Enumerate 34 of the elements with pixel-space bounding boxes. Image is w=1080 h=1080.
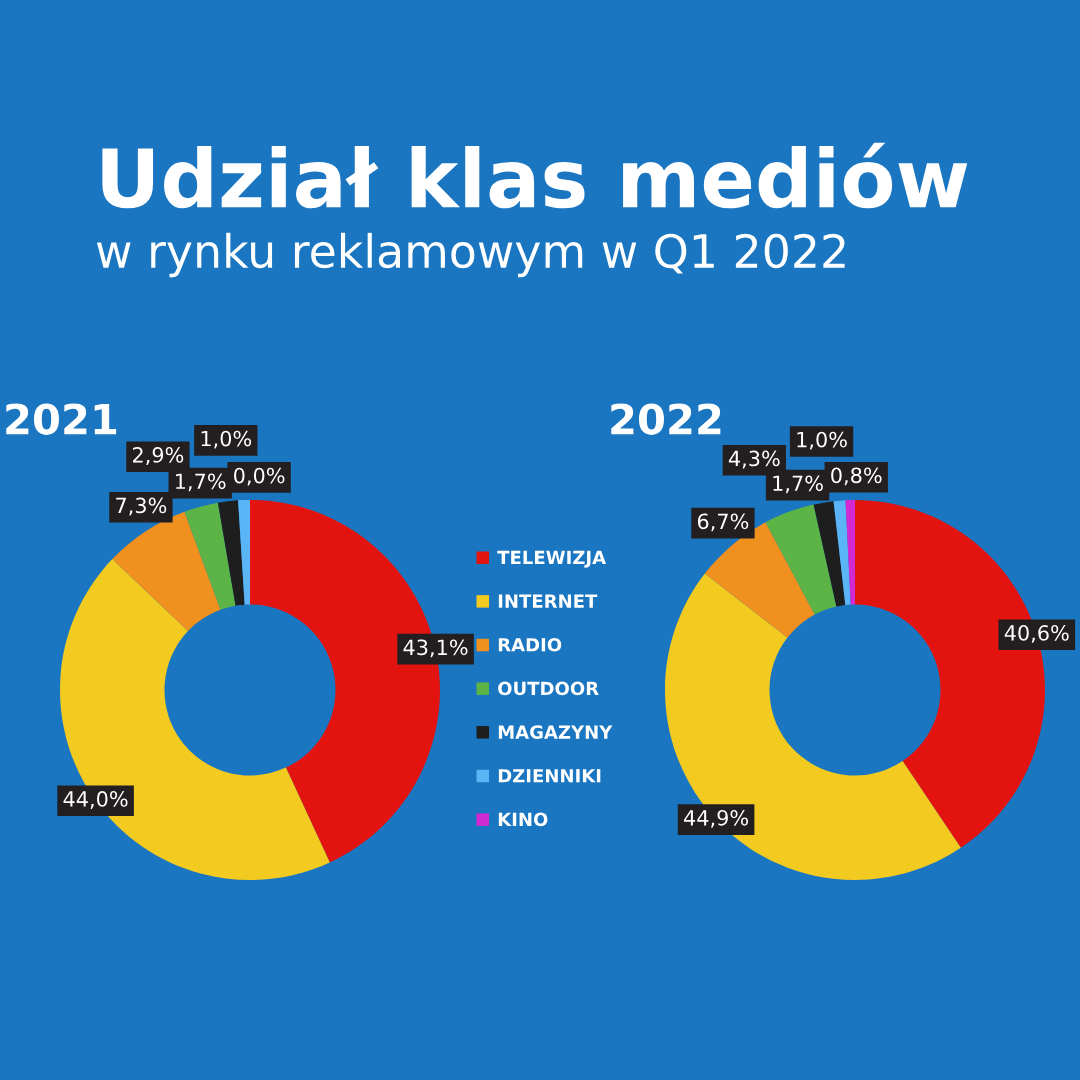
data-label: 43,1% (403, 639, 468, 658)
legend-label: RADIO (498, 637, 562, 652)
legend-label: INTERNET (498, 594, 598, 608)
data-label: 4,3% (728, 450, 780, 469)
data-label: 2,9% (132, 447, 184, 465)
donut-slice (833, 500, 851, 606)
text: w rynku reklamowym w Q1 2022 (96, 232, 845, 278)
data-label: 40,6% (1004, 624, 1069, 643)
donut-slice (765, 504, 837, 615)
data-label: 0,8% (831, 467, 882, 486)
chart-title: 2021 (6, 403, 117, 435)
data-label: 6,7% (697, 513, 749, 532)
data-label: 1,7% (176, 473, 226, 492)
legend-label: OUTDOOR (498, 681, 599, 696)
donut-slice (60, 559, 330, 880)
donut-slice (184, 502, 236, 610)
data-label: 1,0% (797, 431, 847, 450)
donut-slice (665, 573, 961, 880)
data-label: 1,0% (201, 430, 252, 449)
donut-slice (238, 500, 250, 605)
data-label: 44,9% (684, 809, 749, 828)
legend-label: KINO (498, 812, 548, 827)
donut-slice (813, 501, 846, 607)
data-label: 1,7% (773, 475, 823, 494)
data-label: 44,0% (63, 791, 128, 809)
legend-label: DZIENNIKI (498, 769, 601, 783)
legend-label: TELEWIZJA (497, 550, 607, 568)
data-label: 7,3% (116, 497, 167, 516)
text: 0,0% (234, 467, 285, 486)
chart-title: 2022 (611, 403, 721, 435)
legend-label: MAGAZYNY (498, 725, 613, 739)
text: Udział klas mediów (102, 142, 968, 209)
donut-slice (845, 500, 855, 605)
donut-slice (217, 500, 245, 606)
